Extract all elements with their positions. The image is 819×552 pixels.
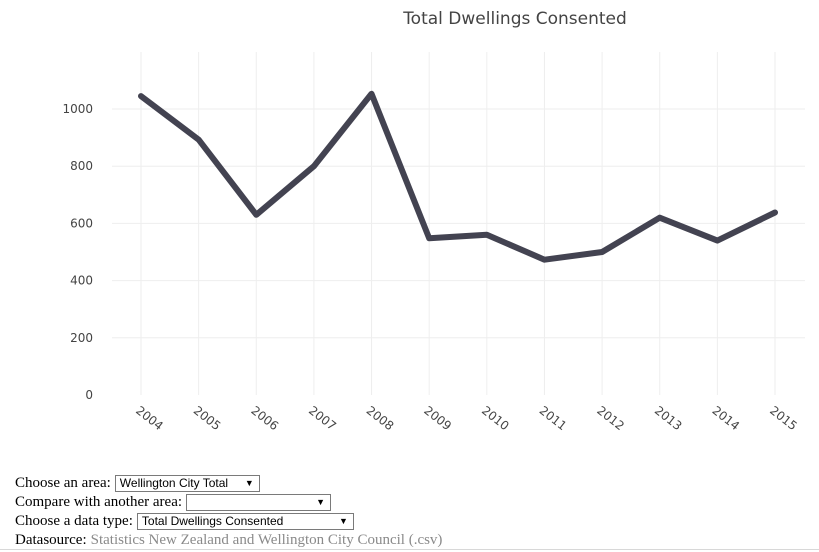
compare-row: Compare with another area: ▼ xyxy=(15,493,805,512)
datatype-select-value: Total Dwellings Consented xyxy=(141,514,284,528)
x-tick-label: 2010 xyxy=(479,403,512,433)
data-point xyxy=(138,93,144,99)
datatype-row: Choose a data type: Total Dwellings Cons… xyxy=(15,512,805,531)
datasource-link[interactable]: Statistics New Zealand and Wellington Ci… xyxy=(90,532,443,548)
data-point xyxy=(657,215,663,221)
chart-svg: Total Dwellings Consented 0 200 400 600 800 1… xyxy=(62,9,805,433)
chevron-down-icon: ▼ xyxy=(244,478,254,488)
data-point xyxy=(541,257,547,263)
x-tick-label: 2012 xyxy=(594,403,627,433)
compare-select[interactable]: ▼ xyxy=(186,494,332,511)
data-point xyxy=(484,232,490,238)
data-point xyxy=(714,238,720,244)
data-point xyxy=(253,212,259,218)
datatype-select[interactable]: Total Dwellings Consented ▼ xyxy=(136,513,354,530)
data-point xyxy=(311,163,317,169)
x-tick-label: 2007 xyxy=(306,403,339,433)
data-point xyxy=(426,235,432,241)
divider xyxy=(0,549,819,550)
chevron-down-icon: ▼ xyxy=(316,497,326,507)
area-label: Choose an area: xyxy=(15,475,111,491)
compare-label: Compare with another area: xyxy=(15,494,183,510)
controls-panel: Choose an area: Wellington City Total ▼ … xyxy=(15,474,805,550)
x-tick-label: 2004 xyxy=(133,403,166,433)
data-point xyxy=(369,91,375,97)
x-tick-label: 2009 xyxy=(421,403,454,433)
data-point xyxy=(599,249,605,255)
gridlines xyxy=(112,52,805,395)
x-axis-ticks: 2004 2005 2006 2007 2008 2009 2010 2011 2012 2013… xyxy=(133,403,800,433)
area-row: Choose an area: Wellington City Total ▼ xyxy=(15,474,805,493)
x-tick-label: 2005 xyxy=(191,403,224,433)
data-point xyxy=(772,210,778,216)
y-tick-label: 1000 xyxy=(62,102,93,116)
y-tick-label: 0 xyxy=(85,388,93,402)
x-tick-label: 2011 xyxy=(537,403,570,433)
y-axis-ticks: 0 200 400 600 800 1000 xyxy=(62,102,93,402)
datasource-row: Datasource: Statistics New Zealand and W… xyxy=(15,531,805,550)
x-tick-label: 2014 xyxy=(710,403,743,433)
x-tick-label: 2008 xyxy=(364,403,397,433)
x-tick-label: 2006 xyxy=(248,403,281,433)
y-tick-label: 800 xyxy=(70,159,93,173)
y-tick-label: 200 xyxy=(70,331,93,345)
datasource-label: Datasource: xyxy=(15,532,87,548)
datatype-label: Choose a data type: xyxy=(15,513,133,529)
chart: Total Dwellings Consented 0 200 400 600 800 1… xyxy=(62,9,805,433)
data-point xyxy=(196,137,202,143)
x-tick-label: 2013 xyxy=(652,403,685,433)
series-layer xyxy=(138,90,778,263)
y-tick-label: 400 xyxy=(70,274,93,288)
area-select-value: Wellington City Total xyxy=(119,476,229,490)
x-tick-label: 2015 xyxy=(767,403,800,433)
chart-title: Total Dwellings Consented xyxy=(402,9,627,29)
chevron-down-icon: ▼ xyxy=(338,516,348,526)
area-select[interactable]: Wellington City Total ▼ xyxy=(114,475,260,492)
y-tick-label: 600 xyxy=(70,216,93,230)
series-line xyxy=(138,90,778,263)
